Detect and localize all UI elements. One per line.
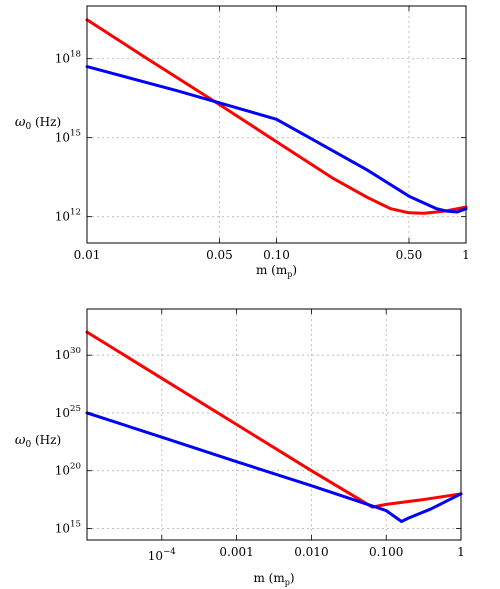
series-line-2	[85, 65, 468, 214]
x-tick-label: 0.010	[294, 545, 328, 559]
x-tick-label: 0.01	[74, 248, 101, 262]
y-tick-label: 1030	[55, 346, 81, 362]
y-axis-label: ω0 (Hz)	[15, 433, 61, 450]
y-tick-label: 1015	[55, 519, 81, 535]
series-line-1	[85, 330, 463, 509]
x-tick-label: 0.001	[219, 545, 253, 559]
x-tick-label: 1	[462, 248, 470, 262]
y-tick-label: 1015	[55, 129, 81, 145]
x-axis-label: m (mp)	[256, 263, 297, 279]
x-tick-label: 10−4	[148, 547, 177, 563]
plot-frame	[86, 308, 462, 541]
x-tick-label: 0.10	[263, 248, 290, 262]
chart-bottom: 10−4 0.001 0.010 0.100 1 1015 1020 1025 1030 m (m…	[15, 308, 465, 587]
x-axis-label: m (mp)	[253, 571, 294, 587]
series-line-2	[85, 411, 463, 523]
chart-top: 0.01 0.05 0.10 0.50 1 1012 1015 1018 m (mp) ω0 (H…	[15, 5, 470, 279]
x-tick-label: 1	[457, 545, 465, 559]
y-tick-label: 1012	[55, 208, 81, 224]
y-axis-label: ω0 (Hz)	[15, 115, 61, 132]
x-tick-label: 0.100	[369, 545, 403, 559]
y-tick-label: 1018	[55, 50, 81, 66]
y-tick-label: 1025	[55, 404, 81, 420]
y-tick-label: 1020	[55, 462, 81, 478]
x-tick-label: 0.50	[396, 248, 423, 262]
x-tick-label: 0.05	[206, 248, 233, 262]
